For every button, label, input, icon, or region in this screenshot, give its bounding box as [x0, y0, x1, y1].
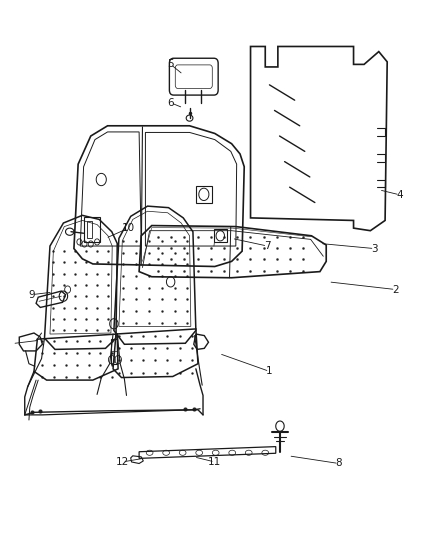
Bar	[214, 229, 227, 242]
Bar	[84, 217, 100, 242]
Text: 12: 12	[116, 457, 129, 467]
Bar	[196, 186, 212, 203]
Text: 8: 8	[336, 458, 342, 469]
Text: 7: 7	[264, 241, 271, 251]
Text: 9: 9	[28, 289, 35, 300]
Text: 2: 2	[392, 285, 399, 295]
Text: 6: 6	[167, 98, 174, 108]
Text: 1: 1	[266, 366, 273, 376]
Text: 11: 11	[208, 457, 222, 467]
Text: 5: 5	[167, 59, 174, 69]
Text: 4: 4	[396, 190, 403, 200]
Text: 10: 10	[122, 223, 135, 233]
Text: 3: 3	[371, 244, 378, 254]
Bar	[87, 221, 92, 238]
